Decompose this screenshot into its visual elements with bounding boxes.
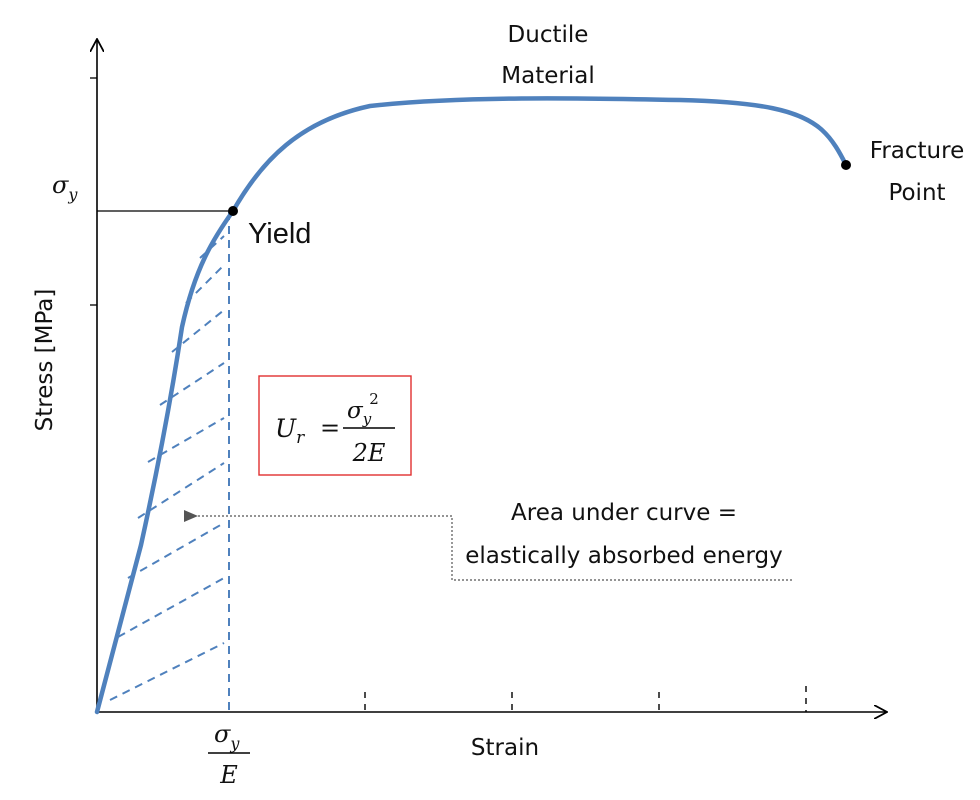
formula-denominator: 2E	[352, 439, 386, 467]
yield-point	[228, 206, 238, 216]
formula-u: U	[275, 414, 297, 443]
hatch-line	[127, 522, 225, 579]
y-tick-sigma: σ	[52, 171, 69, 199]
x-tick-denominator: E	[219, 761, 238, 789]
area-note-line1: Area under curve =	[511, 500, 737, 526]
yield-label: Yield	[248, 218, 311, 250]
area-note-line2: elastically absorbed energy	[465, 543, 782, 569]
x-tick-numerator: σy	[214, 720, 240, 753]
y-tick-label: σy	[52, 171, 78, 204]
formula-sigma: σ	[347, 398, 364, 424]
hatch-lines	[109, 235, 225, 701]
chart-title-line2: Material	[501, 63, 594, 89]
formula-numerator: σy 2	[347, 390, 379, 428]
fracture-point	[841, 160, 851, 170]
area-leader-line	[184, 510, 792, 581]
formula-equals: =	[320, 414, 340, 442]
hatch-line	[109, 642, 225, 701]
hatch-line	[137, 462, 225, 519]
y-axis-label: Stress [MPa]	[32, 289, 58, 432]
x-tick-sigma: σ	[214, 720, 231, 748]
formula-lhs: Ur	[275, 414, 305, 448]
y-tick-sub: y	[67, 185, 78, 204]
formula-u-sub: r	[296, 428, 305, 448]
hatch-line	[171, 309, 225, 353]
hatch-line	[185, 264, 225, 304]
x-tick-sub: y	[229, 734, 240, 753]
fracture-label-line1: Fracture	[870, 138, 964, 164]
formula-sigma-sub: y	[362, 410, 372, 428]
formula-box	[258, 375, 412, 476]
chart-title-line1: Ductile	[508, 22, 589, 48]
hatch-line	[159, 362, 225, 406]
hatch-line	[117, 577, 225, 638]
fracture-label-line2: Point	[888, 180, 945, 206]
formula-sigma-sup: 2	[369, 390, 379, 408]
stress-strain-curve	[94, 96, 849, 715]
x-axis-label: Strain	[471, 735, 539, 761]
